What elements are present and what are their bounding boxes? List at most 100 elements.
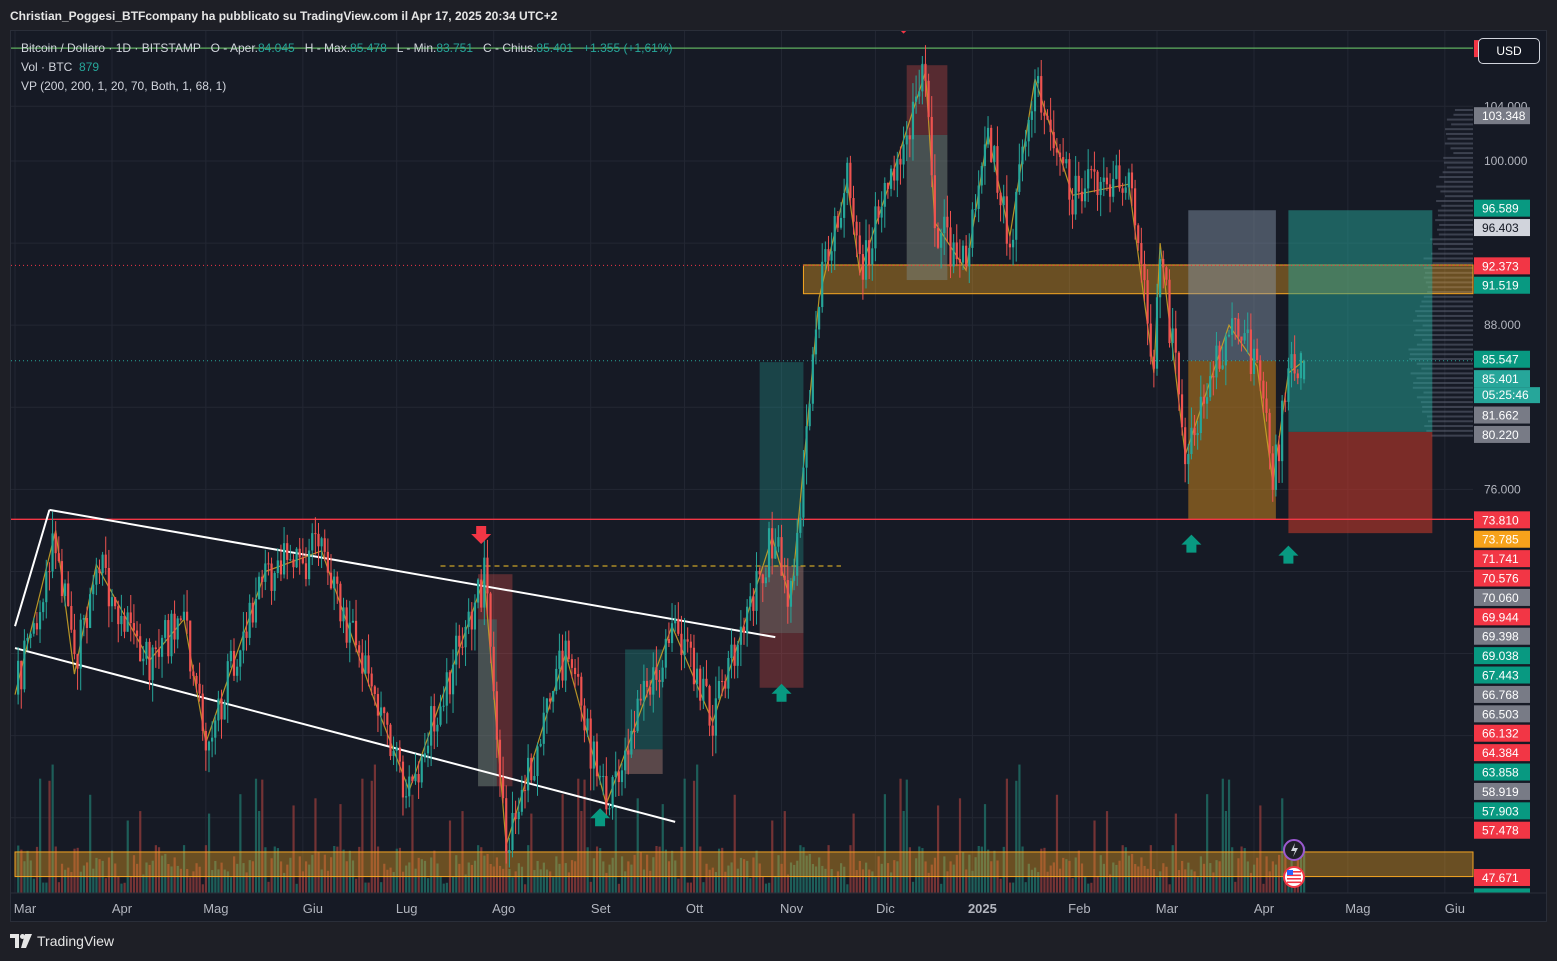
candle-body — [805, 426, 808, 468]
volume-bar — [85, 862, 89, 893]
candle-body — [611, 777, 614, 809]
candle-body — [85, 617, 89, 628]
price-label-text: 92.373 — [1482, 259, 1519, 273]
candle-body — [702, 678, 705, 701]
candle-body — [117, 606, 120, 625]
price-label-box — [1474, 530, 1530, 548]
volume-bar — [67, 867, 70, 893]
candle-body — [1102, 177, 1105, 182]
volume-bar — [455, 855, 458, 893]
volume-bar — [251, 861, 254, 893]
volume-bar — [555, 856, 558, 893]
candle-body — [886, 182, 890, 189]
volume-bar — [1196, 877, 1199, 893]
volume-bar — [758, 863, 761, 893]
volume-bar — [1237, 858, 1240, 893]
price-label-box — [1474, 868, 1530, 886]
volume-bar — [980, 846, 983, 893]
volume-bar — [304, 861, 308, 893]
candle-body — [889, 168, 893, 189]
candle-body — [1087, 169, 1090, 189]
volume-bar — [702, 882, 705, 893]
volume-bar — [376, 846, 380, 893]
volume-bar — [943, 856, 946, 893]
volume-bar — [1077, 850, 1080, 893]
candle-body — [733, 644, 736, 666]
zigzag-line — [14, 71, 1305, 846]
volume-bar — [883, 794, 886, 893]
candle-body — [70, 606, 73, 630]
volume-bar — [48, 780, 51, 893]
volume-bar — [242, 863, 245, 893]
volume-bar — [32, 878, 35, 893]
legend-symbol[interactable]: Bitcoin / Dollaro · 1D · BITSTAMP — [21, 41, 201, 55]
volume-bar — [1243, 848, 1246, 893]
candle-body — [232, 650, 236, 676]
candle-body — [489, 593, 492, 647]
volume-bar — [1137, 866, 1140, 893]
volume-bar — [802, 847, 805, 893]
volume-bar — [908, 847, 912, 893]
volume-bar — [533, 870, 536, 893]
candle-body — [508, 850, 511, 853]
volume-bar — [652, 857, 655, 893]
volume-profile-bar — [1423, 257, 1473, 260]
volume-bar — [567, 872, 570, 893]
volume-bar — [392, 872, 395, 893]
volume-profile-bar — [1443, 161, 1473, 164]
candle-body — [592, 741, 595, 769]
price-axis[interactable]: 76.00088.000100.000104.000108.251103.348… — [1474, 31, 1546, 921]
volume-bar — [1271, 861, 1274, 893]
candle-body — [1133, 188, 1137, 226]
volume-bar — [1027, 863, 1030, 893]
volume-bar — [1008, 882, 1012, 893]
top-bar: Christian_Poggesi_BTFcompany ha pubblica… — [0, 0, 1557, 30]
candle-body — [802, 467, 805, 518]
candle-body — [361, 652, 364, 674]
volume-bar — [1096, 876, 1099, 893]
currency-button[interactable]: USD — [1478, 38, 1540, 64]
candle-body — [1165, 267, 1168, 280]
volume-bar — [123, 882, 126, 893]
bottom-tools[interactable] — [1283, 839, 1305, 888]
volume-bar — [839, 863, 843, 893]
price-label-box — [1474, 666, 1530, 684]
candle-body — [276, 560, 279, 573]
legend-volume-label[interactable]: Vol · BTC — [21, 60, 73, 74]
price-label-box — [1474, 425, 1530, 443]
chart-panel[interactable]: 76.00088.000100.000104.000108.251103.348… — [10, 30, 1547, 922]
volume-bar — [311, 854, 314, 893]
volume-bar — [164, 853, 167, 893]
candle-body — [182, 611, 186, 620]
price-label-text: 66.768 — [1482, 688, 1519, 702]
volume-bar — [308, 864, 311, 893]
volume-profile-bar — [1416, 314, 1473, 317]
volume-bar — [930, 864, 933, 893]
legend-vp-label[interactable]: VP (200, 200, 1, 20, 70, Both, 1, 68, 1) — [21, 79, 227, 93]
candle-body — [1074, 175, 1077, 215]
volume-bar — [1209, 863, 1212, 893]
volume-bar — [264, 847, 267, 893]
candle-body — [930, 116, 933, 176]
candle-body — [542, 712, 545, 744]
price-label-text: 67.443 — [1482, 669, 1519, 683]
tradingview-brand[interactable]: TradingView — [10, 933, 114, 949]
candle-body — [1293, 354, 1296, 374]
candle-body — [170, 613, 173, 657]
candle-body — [814, 329, 818, 355]
horizontal-levels — [11, 47, 1473, 567]
time-axis[interactable]: Mar Apr Mag Giu Lug Ago Set Ott Nov Dic 2025 Feb Mar… — [11, 892, 1546, 921]
volume-profile-bar — [1421, 367, 1473, 370]
volume-bar — [154, 845, 157, 893]
volume-profile-bar — [1426, 429, 1473, 432]
candle-body — [1018, 164, 1021, 192]
volume-bar — [35, 846, 39, 893]
price-label-box — [1474, 350, 1530, 368]
candle-body — [952, 242, 955, 267]
volume-bar — [26, 850, 29, 893]
legend-volume: 879 — [79, 60, 100, 74]
trade-box — [478, 574, 513, 787]
volume-bar — [333, 845, 336, 893]
flag-stripe — [1287, 871, 1301, 873]
price-chart[interactable]: 76.00088.000100.000104.000108.251103.348… — [11, 31, 1546, 921]
